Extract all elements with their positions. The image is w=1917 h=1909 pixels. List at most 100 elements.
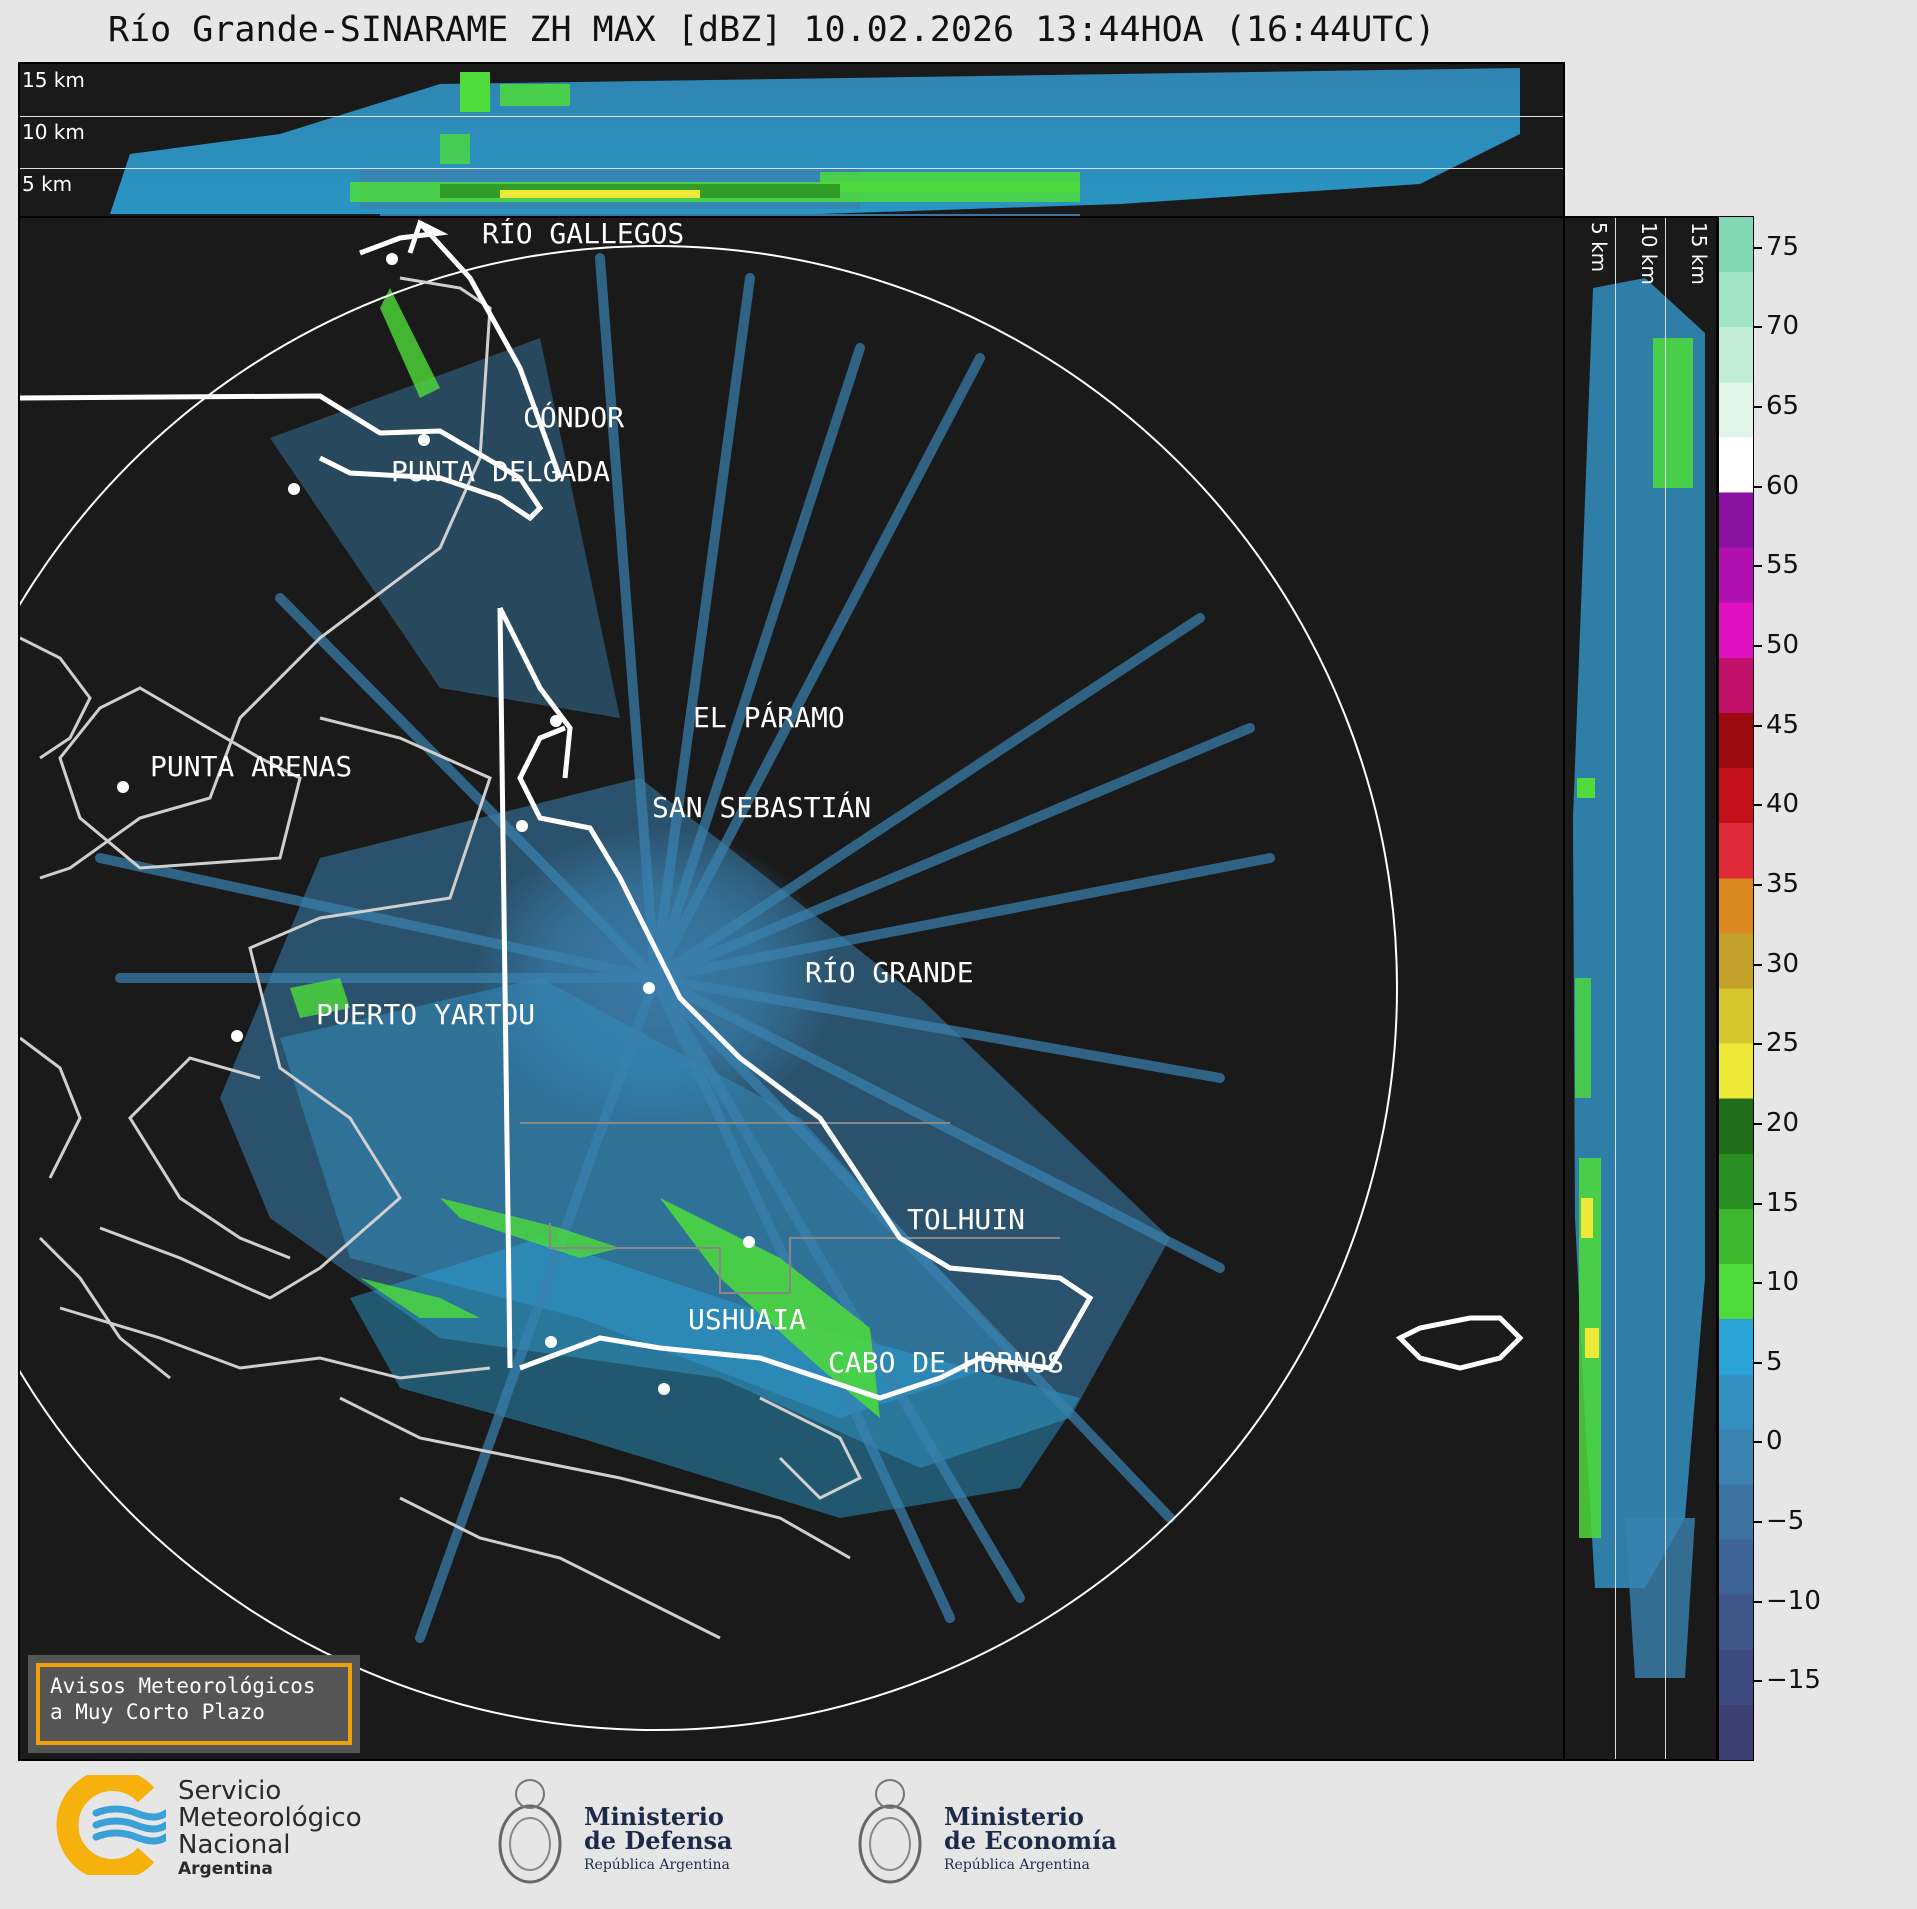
city-dot-el-paramo <box>550 715 562 727</box>
colorbar-tick <box>1754 883 1762 886</box>
colorbar-tick-label: 65 <box>1766 391 1800 422</box>
colorbar-tick-label: 60 <box>1766 470 1800 501</box>
smn-logo-text: Servicio Meteorológico Nacional Argentin… <box>178 1776 362 1880</box>
colorbar-tick-label: −10 <box>1766 1585 1821 1616</box>
colorbar-tick-label: 55 <box>1766 550 1800 581</box>
colorbar-tick <box>1754 406 1762 409</box>
height-label-10km: 10 km <box>22 120 85 144</box>
colorbar-tick-label: 10 <box>1766 1267 1800 1298</box>
defensa-logo-text: Ministerio de Defensa República Argentin… <box>584 1805 733 1877</box>
colorbar-tick-label: 5 <box>1766 1346 1783 1377</box>
defensa-seal-icon <box>498 1779 562 1884</box>
city-label-ushuaia: USHUAIA <box>688 1303 807 1336</box>
smn-logo <box>56 1775 166 1875</box>
warning-box[interactable]: Avisos Meteorológicos a Muy Corto Plazo <box>28 1655 360 1753</box>
smn-line-1: Servicio <box>178 1776 282 1806</box>
colorbar-tick-label: 25 <box>1766 1028 1800 1059</box>
defensa-line-3: República Argentina <box>584 1857 730 1873</box>
city-label-puerto-yartou: PUERTO YARTOU <box>316 998 536 1031</box>
defensa-line-2: de Defensa <box>584 1826 733 1855</box>
smn-logo-icon <box>56 1775 166 1875</box>
colorbar-tick-label: 30 <box>1766 948 1800 979</box>
city-label-cabo-de-hornos: CABO DE HORNOS <box>828 1346 1065 1379</box>
side-label-10km: 10 km <box>1637 222 1661 285</box>
colorbar-tick-label: −15 <box>1766 1665 1821 1696</box>
defensa-seal <box>494 1772 566 1892</box>
height-line-10km-side <box>1665 218 1666 1759</box>
side-cross-section: 5 km 10 km 15 km <box>1563 216 1718 1761</box>
side-label-15km: 15 km <box>1687 222 1711 285</box>
warning-line-2: a Muy Corto Plazo <box>50 1700 265 1724</box>
radar-map[interactable]: RÍO GALLEGOS CÓNDOR PUNTA DELGADA EL PÁR… <box>18 216 1565 1761</box>
colorbar-tick <box>1754 1043 1762 1046</box>
economia-line-3: República Argentina <box>944 1857 1090 1873</box>
warning-line-1: Avisos Meteorológicos <box>50 1674 316 1698</box>
smn-line-4: Argentina <box>178 1859 273 1879</box>
colorbar-tick <box>1754 1282 1762 1285</box>
height-line-5km <box>1615 218 1616 1759</box>
smn-line-3: Nacional <box>178 1830 291 1860</box>
city-label-condor: CÓNDOR <box>523 401 625 434</box>
colorbar-tick-label: 0 <box>1766 1426 1783 1457</box>
city-dot-punta-delgada <box>288 483 300 495</box>
economia-line-1: Ministerio <box>944 1802 1084 1831</box>
city-label-tolhuin: TOLHUIN <box>907 1203 1026 1236</box>
colorbar-tick-label: 20 <box>1766 1107 1800 1138</box>
colorbar-tick <box>1754 963 1762 966</box>
colorbar-tick-label: 75 <box>1766 231 1800 262</box>
city-dot-puerto-yartou <box>231 1030 243 1042</box>
side-label-5km: 5 km <box>1587 222 1611 273</box>
city-label-rio-gallegos: RÍO GALLEGOS <box>482 217 685 250</box>
top-echo-layer <box>110 68 1520 216</box>
city-dot-san-sebastian <box>516 820 528 832</box>
economia-seal <box>854 1772 926 1892</box>
colorbar-tick-label: −5 <box>1766 1506 1805 1537</box>
colorbar <box>1718 216 1754 1761</box>
colorbar-tick <box>1754 1202 1762 1205</box>
economia-seal-icon <box>858 1779 922 1884</box>
city-dot-rio-gallegos <box>386 253 398 265</box>
colorbar-tick <box>1754 724 1762 727</box>
colorbar-tick <box>1754 246 1762 249</box>
colorbar-tick <box>1754 485 1762 488</box>
colorbar-tick <box>1754 1122 1762 1125</box>
colorbar-tick-label: 70 <box>1766 311 1800 342</box>
colorbar-tick-label: 40 <box>1766 789 1800 820</box>
defensa-line-1: Ministerio <box>584 1802 724 1831</box>
colorbar-tick <box>1754 565 1762 568</box>
colorbar-tick <box>1754 1600 1762 1603</box>
colorbar-tick <box>1754 645 1762 648</box>
top-cross-section: 15 km 10 km 5 km <box>18 62 1565 218</box>
height-line-15km <box>20 116 1563 117</box>
colorbar-tick <box>1754 1441 1762 1444</box>
city-dot-ushuaia <box>545 1336 557 1348</box>
city-label-punta-arenas: PUNTA ARENAS <box>150 750 353 783</box>
city-label-punta-delgada: PUNTA DELGADA <box>391 455 611 488</box>
city-dot-punta-arenas <box>117 781 129 793</box>
colorbar-tick <box>1754 1680 1762 1683</box>
side-echo-layer <box>1573 278 1705 1678</box>
warning-box-inner: Avisos Meteorológicos a Muy Corto Plazo <box>36 1663 352 1745</box>
height-label-15km: 15 km <box>22 68 85 92</box>
colorbar-tick-label: 45 <box>1766 709 1800 740</box>
smn-line-2: Meteorológico <box>178 1803 362 1833</box>
colorbar-tick-label: 50 <box>1766 630 1800 661</box>
city-label-el-paramo: EL PÁRAMO <box>693 701 845 734</box>
city-dot-rio-grande <box>643 982 655 994</box>
colorbar-tick-label: 35 <box>1766 868 1800 899</box>
city-label-rio-grande: RÍO GRANDE <box>805 956 974 989</box>
height-line-10km <box>20 168 1563 169</box>
colorbar-tick <box>1754 1521 1762 1524</box>
city-dot-condor <box>418 434 430 446</box>
economia-logo-text: Ministerio de Economía República Argenti… <box>944 1805 1117 1877</box>
colorbar-tick <box>1754 804 1762 807</box>
height-label-5km: 5 km <box>22 172 73 196</box>
page-title: Río Grande-SINARAME ZH MAX [dBZ] 10.02.2… <box>108 10 1436 50</box>
colorbar-tick-label: 15 <box>1766 1187 1800 1218</box>
city-dot-tolhuin <box>743 1236 755 1248</box>
economia-line-2: de Economía <box>944 1826 1117 1855</box>
radar-reflectivity-layer <box>20 219 1524 1731</box>
city-dot-cabo-de-hornos <box>658 1383 670 1395</box>
colorbar-tick <box>1754 326 1762 329</box>
colorbar-tick <box>1754 1361 1762 1364</box>
